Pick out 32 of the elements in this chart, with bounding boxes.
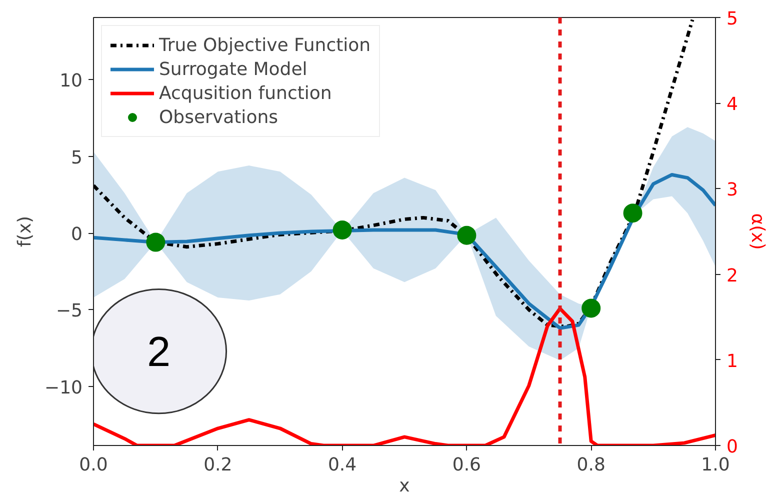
x-tick-label: 0.0 — [79, 454, 108, 476]
x-tick-label: 0.2 — [204, 454, 232, 476]
y2-tick-label: 3 — [726, 180, 738, 201]
y-tick-label: 5 — [71, 147, 82, 168]
y2-tick-label: 4 — [726, 94, 738, 116]
x-tick-label: 0.6 — [452, 454, 482, 476]
y2-tick-label: 1 — [726, 350, 738, 372]
y2-axis-title: α(x) — [746, 213, 768, 250]
legend-label: Acqusition function — [159, 82, 332, 104]
y-tick-label: 10 — [60, 70, 82, 92]
x-tick-label: 0.8 — [576, 454, 606, 476]
point — [146, 232, 166, 252]
y2-tick-label: 5 — [726, 8, 738, 30]
line-series — [94, 172, 716, 330]
y2-tick-label: 2 — [726, 265, 738, 286]
x-axis-title: x — [399, 476, 410, 496]
y-tick-label: 0 — [71, 224, 82, 246]
point — [457, 226, 476, 245]
point — [332, 220, 352, 240]
y-tick-label: −5 — [56, 300, 83, 322]
x-tick-label: 0.4 — [328, 454, 357, 476]
legend-label: Observations — [159, 106, 278, 128]
x-tick-label: 1.0 — [701, 454, 730, 476]
y-axis-title: f(x) — [14, 216, 36, 248]
point — [623, 204, 642, 223]
line-series — [94, 18, 694, 328]
point — [582, 298, 601, 318]
y-tick-label: −10 — [44, 377, 83, 398]
annotation: 2 — [147, 328, 170, 375]
y2-tick-label: 0 — [726, 436, 738, 458]
legend-label: Surrogate Model — [159, 58, 308, 80]
legend-label: True Objective Function — [159, 34, 371, 56]
